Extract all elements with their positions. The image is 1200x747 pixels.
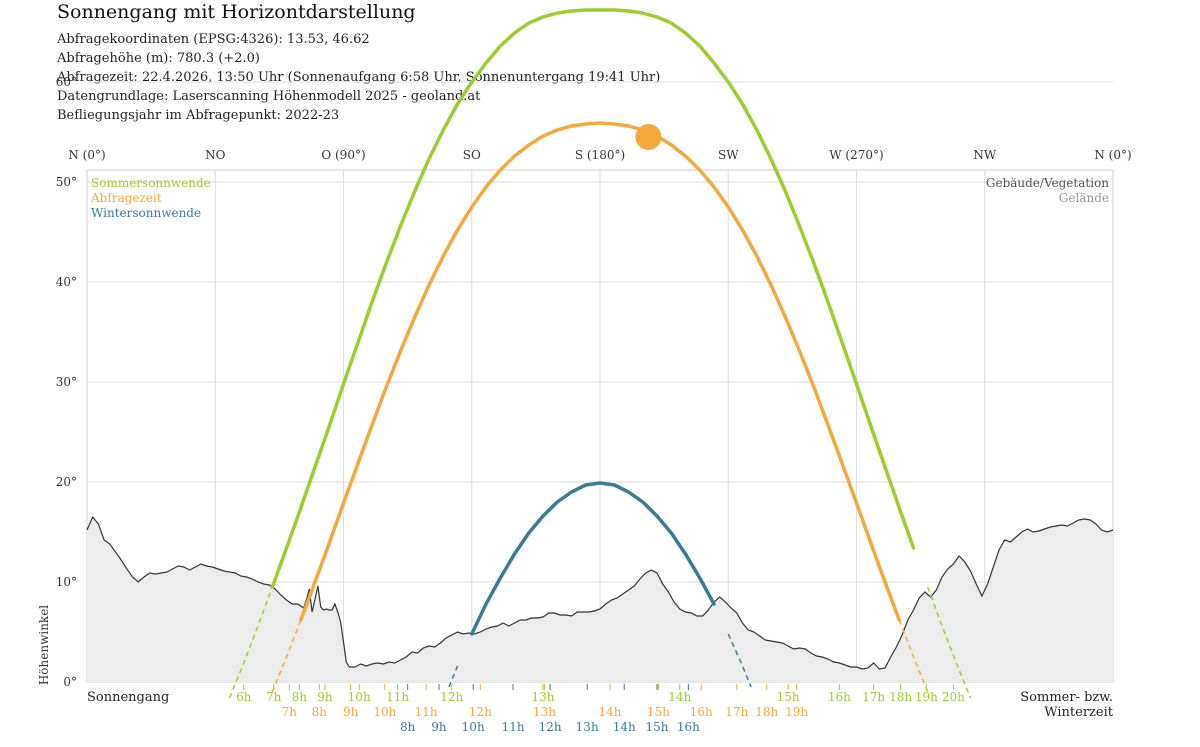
sun-path-visible bbox=[299, 121, 902, 622]
y-tick-label: 40° bbox=[56, 275, 77, 289]
horizon-line bbox=[86, 515, 1114, 670]
x-axis-label-left: Sonnengang bbox=[87, 690, 169, 705]
query-elevation: Abfragehöhe (m): 780.3 (+2.0) bbox=[57, 51, 260, 66]
hour-label: 13h bbox=[532, 690, 555, 704]
hour-label: 16h bbox=[690, 705, 713, 719]
hour-label: 14h bbox=[598, 705, 621, 719]
hour-label: 18h bbox=[889, 690, 912, 704]
hour-label: 13h bbox=[533, 705, 556, 719]
hour-label: 13h bbox=[576, 720, 599, 734]
x-tick-label: N (0°) bbox=[1094, 148, 1131, 162]
hour-label: 12h bbox=[469, 705, 492, 719]
query-coordinates: Abfragekoordinaten (EPSG:4326): 13.53, 4… bbox=[57, 32, 370, 47]
hour-label: 8h bbox=[292, 690, 308, 704]
sun-path-2 bbox=[448, 481, 752, 688]
hour-label: 16h bbox=[828, 690, 851, 704]
hour-label: 9h bbox=[431, 720, 447, 734]
sun-path-0 bbox=[228, 8, 972, 699]
y-tick-label: 20° bbox=[56, 475, 77, 489]
hour-label: 17h bbox=[725, 705, 748, 719]
hour-labels: 6h 7h 8h 9h 10h 11h 12h 13h 14h 15h 16h 17h 18h 19h 20… bbox=[236, 684, 965, 734]
hour-label: 19h bbox=[785, 705, 808, 719]
sun-icon bbox=[635, 124, 662, 150]
query-info: Abfragekoordinaten (EPSG:4326): 13.53, 4… bbox=[57, 30, 1157, 125]
chart-legend: SommersonnwendeAbfragezeitWintersonnwend… bbox=[90, 176, 1109, 220]
sun-path-hidden-start bbox=[228, 586, 274, 699]
hour-label: 10h bbox=[462, 720, 485, 734]
hour-label: 8h bbox=[400, 720, 416, 734]
y-tick-label: 10° bbox=[56, 575, 77, 589]
survey-year: Befliegungsjahr im Abfragepunkt: 2022-23 bbox=[57, 108, 340, 123]
x-tick-label: S (180°) bbox=[575, 148, 625, 162]
sun-path-hidden-start bbox=[271, 619, 302, 693]
hour-label: 11h bbox=[415, 705, 438, 719]
x-tick-label: SW bbox=[718, 148, 739, 162]
hour-label: 15h bbox=[646, 720, 669, 734]
chart-header: Sonnengang mit Horizontdarstellung Abfra… bbox=[57, 0, 1157, 125]
legend-entry: Sommersonnwende bbox=[91, 176, 211, 190]
hour-label: 7h bbox=[282, 705, 298, 719]
hour-label: 6h bbox=[236, 690, 252, 704]
hour-label: 12h bbox=[539, 720, 562, 734]
hour-label: 9h bbox=[343, 705, 359, 719]
sun-marker bbox=[635, 124, 662, 150]
legend-entry: Wintersonnwende bbox=[91, 206, 201, 220]
hour-label: 11h bbox=[386, 690, 409, 704]
x-tick-label: O (90°) bbox=[321, 148, 365, 162]
hour-label: 10h bbox=[373, 705, 396, 719]
hour-label: 18h bbox=[755, 705, 778, 719]
terrain-fill bbox=[87, 517, 1113, 682]
sun-path-1 bbox=[271, 121, 929, 693]
y-tick-label: 60° bbox=[56, 75, 77, 89]
hour-label: 14h bbox=[613, 720, 636, 734]
hour-label: 19h bbox=[915, 690, 938, 704]
sun-path-series bbox=[228, 8, 972, 699]
y-tick-label: 0° bbox=[63, 675, 77, 689]
data-source: Datengrundlage: Laserscanning Höhenmodel… bbox=[57, 89, 481, 104]
sun-path-hidden-end bbox=[727, 633, 752, 688]
horizon-profile bbox=[86, 515, 1114, 682]
hour-label: 10h bbox=[348, 690, 371, 704]
chart-title: Sonnengang mit Horizontdarstellung bbox=[57, 1, 416, 23]
hour-label: 11h bbox=[502, 720, 525, 734]
x-tick-label: NW bbox=[973, 148, 997, 162]
legend-entry-right: Gelände bbox=[1059, 191, 1109, 205]
x-tick-label: N (0°) bbox=[68, 148, 105, 162]
sun-path-hidden-end bbox=[898, 619, 929, 693]
hour-label: 15h bbox=[777, 690, 800, 704]
x-tick-label: NO bbox=[205, 148, 226, 162]
y-axis-label: Höhenwinkel bbox=[37, 605, 51, 685]
y-tick-label: 30° bbox=[56, 375, 77, 389]
hour-label: 8h bbox=[312, 705, 328, 719]
x-axis-label-right: Winterzeit bbox=[1044, 705, 1113, 720]
hour-label: 17h bbox=[862, 690, 885, 704]
query-time: Abfragezeit: 22.4.2026, 13:50 Uhr (Sonne… bbox=[57, 70, 661, 85]
sun-path-visible bbox=[470, 481, 716, 636]
hour-label: 12h bbox=[440, 690, 463, 704]
sun-path-hidden-start bbox=[448, 665, 459, 688]
x-tick-label: W (270°) bbox=[829, 148, 883, 162]
x-axis-label-right: Sommer- bzw. bbox=[1020, 690, 1113, 705]
sun-path-hidden-end bbox=[927, 586, 972, 699]
hour-label: 16h bbox=[677, 720, 700, 734]
hour-label: 7h bbox=[266, 690, 282, 704]
hour-label: 9h bbox=[317, 690, 333, 704]
hour-label: 14h bbox=[668, 690, 691, 704]
hour-label: 15h bbox=[647, 705, 670, 719]
hour-label: 20h bbox=[942, 690, 965, 704]
y-tick-label: 50° bbox=[56, 175, 77, 189]
legend-entry-right: Gebäude/Vegetation bbox=[986, 176, 1109, 190]
chart-axes: 0° 10° 20° 30° 40° 50° 60° N (0°) NO O (90°) SO S (… bbox=[37, 75, 1132, 720]
x-tick-label: SO bbox=[463, 148, 481, 162]
legend-entry: Abfragezeit bbox=[90, 191, 162, 205]
sun-path-visible bbox=[270, 8, 916, 589]
